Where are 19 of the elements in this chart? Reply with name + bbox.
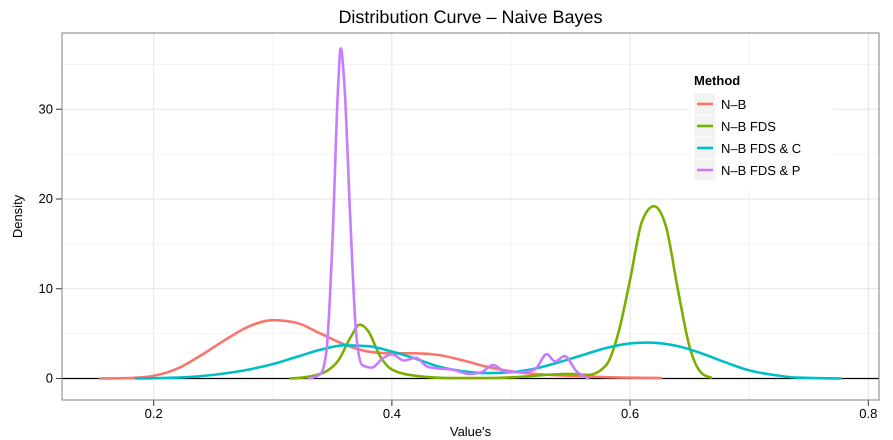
- legend-label: N–B FDS & P: [721, 163, 800, 178]
- x-tick-label: 0.2: [144, 406, 163, 422]
- y-tick-label: 10: [38, 280, 53, 296]
- line-series: [134, 341, 842, 380]
- legend-label: N–B FDS: [721, 119, 776, 134]
- chart-title: Distribution Curve – Naive Bayes: [338, 7, 603, 27]
- y-tick-label: 0: [46, 370, 53, 386]
- legend-title: Method: [694, 73, 740, 88]
- line-series: [289, 204, 712, 380]
- y-tick-label: 30: [38, 101, 53, 116]
- x-tick-label: 0.8: [859, 406, 878, 422]
- line-series: [307, 46, 590, 380]
- x-tick-label: 0.6: [621, 406, 640, 422]
- x-axis-title: Value's: [450, 424, 492, 439]
- x-tick-label: 0.4: [382, 406, 401, 422]
- legend-label: N–B: [721, 97, 746, 112]
- y-axis-title: Density: [10, 194, 25, 238]
- legend-label: N–B FDS & C: [721, 141, 802, 156]
- y-tick-label: 20: [38, 191, 53, 206]
